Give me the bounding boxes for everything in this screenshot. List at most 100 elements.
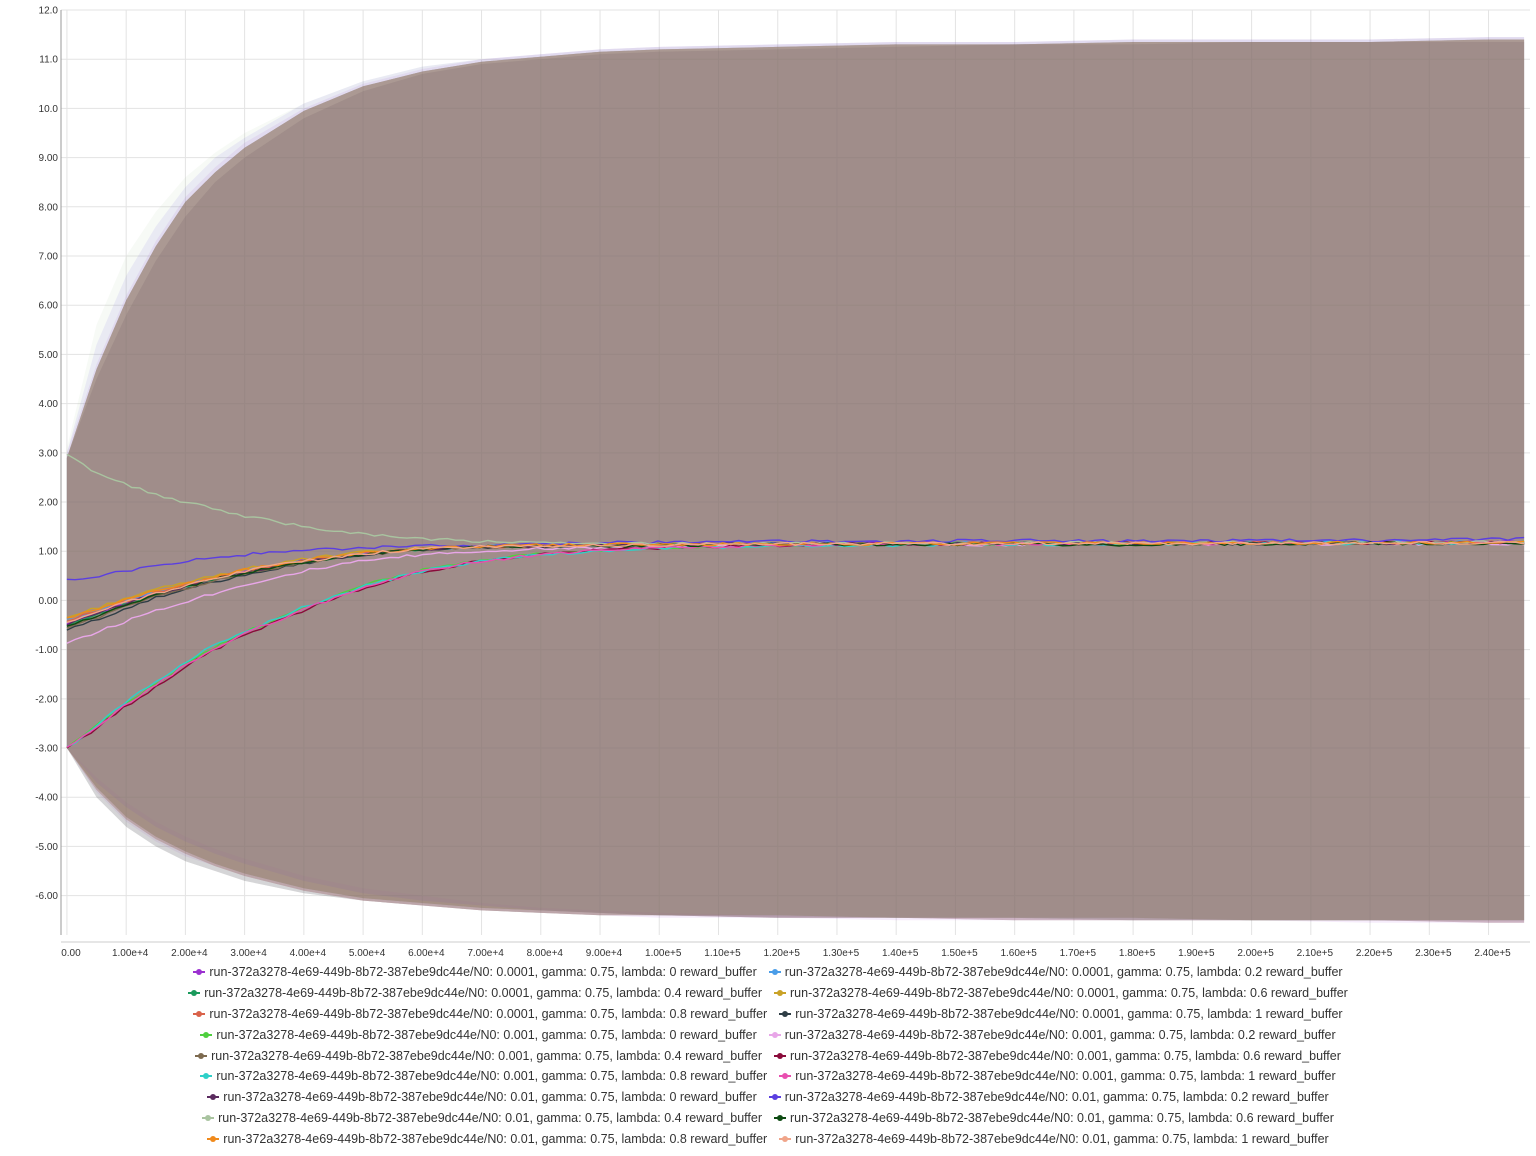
line-chart: 0.00 1.00e+4 2.00e+4 3.00e+4 4.00e+4 5.00e+4 6… — [35, 6, 1530, 959]
y-tick-label: 0.00 — [39, 596, 59, 607]
legend-item[interactable]: run-372a3278-4e69-449b-8b72-387ebe9dc44e… — [200, 1027, 757, 1042]
std-band-0 — [66, 37, 1525, 923]
legend-item[interactable]: run-372a3278-4e69-449b-8b72-387ebe9dc44e… — [768, 1027, 1336, 1042]
legend-label: run-372a3278-4e69-449b-8b72-387ebe9dc44e… — [216, 1027, 757, 1042]
series-line-17 — [66, 540, 1525, 623]
legend-swatch-icon — [200, 1030, 213, 1040]
legend-swatch-icon — [774, 1113, 786, 1123]
x-tick-label: 5.00e+4 — [349, 948, 386, 959]
legend-label: run-372a3278-4e69-449b-8b72-387ebe9dc44e… — [795, 1131, 1329, 1146]
x-tick-label: 0.00 — [61, 948, 81, 959]
std-band-10 — [66, 42, 1525, 921]
y-tick-label: -6.00 — [35, 891, 58, 902]
std-band-17 — [66, 39, 1525, 921]
legend-swatch-icon — [202, 1113, 215, 1123]
legend-row: run-372a3278-4e69-449b-8b72-387ebe9dc44e… — [0, 1024, 1536, 1045]
series-lines — [66, 453, 1525, 749]
legend-row: run-372a3278-4e69-449b-8b72-387ebe9dc44e… — [0, 1045, 1536, 1066]
legend-row: run-372a3278-4e69-449b-8b72-387ebe9dc44e… — [0, 962, 1536, 983]
x-tick-label: 2.00e+5 — [1237, 948, 1274, 959]
legend-item[interactable]: run-372a3278-4e69-449b-8b72-387ebe9dc44e… — [200, 1069, 767, 1083]
y-tick-label: 12.0 — [39, 6, 59, 17]
axes — [60, 10, 1530, 943]
x-tick-label: 1.50e+5 — [941, 948, 978, 959]
legend-swatch-icon — [768, 1092, 781, 1102]
legend-item[interactable]: run-372a3278-4e69-449b-8b72-387ebe9dc44e… — [768, 965, 1343, 980]
legend-label: run-372a3278-4e69-449b-8b72-387ebe9dc44e… — [209, 1006, 768, 1021]
y-tick-label: 4.00 — [39, 399, 59, 410]
y-tick-label: 6.00 — [39, 301, 59, 312]
legend-label: run-372a3278-4e69-449b-8b72-387ebe9dc44e… — [218, 1110, 762, 1125]
legend-row: run-372a3278-4e69-449b-8b72-387ebe9dc44e… — [0, 1087, 1536, 1108]
x-tick-label: 2.00e+4 — [171, 948, 208, 959]
x-tick-label: 2.40e+5 — [1474, 948, 1511, 959]
y-tick-label: -2.00 — [35, 694, 58, 705]
legend-item[interactable]: run-372a3278-4e69-449b-8b72-387ebe9dc44e… — [202, 1111, 762, 1125]
legend-swatch-icon — [774, 1051, 786, 1061]
x-tick-label: 1.90e+5 — [1178, 948, 1215, 959]
x-tick-label: 1.40e+5 — [882, 948, 919, 959]
y-tick-labels: 12.0 11.0 10.0 9.00 8.00 7.00 6.00 5.00 4.00 3.00… — [35, 6, 58, 903]
legend-item[interactable]: run-372a3278-4e69-449b-8b72-387ebe9dc44e… — [768, 1090, 1329, 1104]
y-tick-label: -3.00 — [35, 744, 58, 755]
std-band-5 — [66, 39, 1525, 921]
legend-item[interactable]: run-372a3278-4e69-449b-8b72-387ebe9dc44e… — [774, 1111, 1334, 1125]
std-band-2 — [66, 39, 1525, 923]
legend-label: run-372a3278-4e69-449b-8b72-387ebe9dc44e… — [223, 1090, 757, 1105]
legend-item[interactable]: run-372a3278-4e69-449b-8b72-387ebe9dc44e… — [779, 1007, 1343, 1021]
legend-item[interactable]: run-372a3278-4e69-449b-8b72-387ebe9dc44e… — [195, 1049, 762, 1063]
legend-label: run-372a3278-4e69-449b-8b72-387ebe9dc44e… — [211, 1048, 762, 1063]
legend-item[interactable]: run-372a3278-4e69-449b-8b72-387ebe9dc44e… — [193, 1007, 767, 1021]
legend-label: run-372a3278-4e69-449b-8b72-387ebe9dc44e… — [209, 965, 757, 980]
x-tick-label: 4.00e+4 — [290, 948, 327, 959]
legend-swatch-icon — [193, 967, 206, 977]
legend-row: run-372a3278-4e69-449b-8b72-387ebe9dc44e… — [0, 983, 1536, 1004]
std-band-1 — [66, 39, 1525, 921]
legend-swatch-icon — [768, 967, 781, 977]
legend-item[interactable]: run-372a3278-4e69-449b-8b72-387ebe9dc44e… — [193, 965, 757, 980]
legend-item[interactable]: run-372a3278-4e69-449b-8b72-387ebe9dc44e… — [188, 986, 762, 1000]
legend-swatch-icon — [779, 1134, 792, 1144]
y-tick-label: 2.00 — [39, 498, 59, 509]
x-tick-label: 9.00e+4 — [586, 948, 623, 959]
grid-lines — [61, 9, 1530, 935]
legend-label: run-372a3278-4e69-449b-8b72-387ebe9dc44e… — [784, 965, 1343, 980]
legend-item[interactable]: run-372a3278-4e69-449b-8b72-387ebe9dc44e… — [774, 986, 1348, 1000]
x-tick-label: 8.00e+4 — [527, 948, 564, 959]
legend-swatch-icon — [768, 1030, 781, 1040]
y-tick-label: 3.00 — [39, 448, 59, 459]
legend-label: run-372a3278-4e69-449b-8b72-387ebe9dc44e… — [790, 1048, 1341, 1063]
legend-item[interactable]: run-372a3278-4e69-449b-8b72-387ebe9dc44e… — [207, 1090, 757, 1105]
legend-item[interactable]: run-372a3278-4e69-449b-8b72-387ebe9dc44e… — [774, 1049, 1341, 1063]
legend-label: run-372a3278-4e69-449b-8b72-387ebe9dc44e… — [795, 1069, 1336, 1084]
legend-item[interactable]: run-372a3278-4e69-449b-8b72-387ebe9dc44e… — [779, 1131, 1329, 1146]
std-band-9 — [66, 42, 1525, 921]
legend-item[interactable]: run-372a3278-4e69-449b-8b72-387ebe9dc44e… — [779, 1069, 1336, 1084]
std-band-4 — [66, 39, 1525, 923]
legend-label: run-372a3278-4e69-449b-8b72-387ebe9dc44e… — [784, 1027, 1336, 1042]
y-tick-label: 9.00 — [39, 153, 59, 164]
std-band-11 — [66, 42, 1525, 921]
x-tick-label: 2.30e+5 — [1415, 948, 1452, 959]
legend-row: run-372a3278-4e69-449b-8b72-387ebe9dc44e… — [0, 1004, 1536, 1025]
y-tick-label: 10.0 — [39, 104, 59, 115]
legend-row: run-372a3278-4e69-449b-8b72-387ebe9dc44e… — [0, 1108, 1536, 1129]
y-tick-label: 1.00 — [39, 547, 59, 558]
std-band-12 — [66, 39, 1525, 923]
x-tick-label: 6.00e+4 — [408, 948, 445, 959]
legend-label: run-372a3278-4e69-449b-8b72-387ebe9dc44e… — [223, 1131, 768, 1146]
y-tick-label: -5.00 — [35, 842, 58, 853]
legend-label: run-372a3278-4e69-449b-8b72-387ebe9dc44e… — [790, 986, 1348, 1001]
x-tick-label: 1.10e+5 — [704, 948, 741, 959]
std-band-14 — [66, 37, 1525, 921]
x-tick-label: 3.00e+4 — [230, 948, 267, 959]
y-tick-label: 8.00 — [39, 202, 59, 213]
legend-row: run-372a3278-4e69-449b-8b72-387ebe9dc44e… — [0, 1066, 1536, 1087]
legend-item[interactable]: run-372a3278-4e69-449b-8b72-387ebe9dc44e… — [207, 1132, 767, 1146]
std-band-15 — [66, 39, 1525, 921]
legend-swatch-icon — [207, 1092, 220, 1102]
x-tick-label: 2.20e+5 — [1356, 948, 1393, 959]
legend-swatch-icon — [779, 1071, 792, 1081]
std-band-13 — [66, 37, 1525, 923]
legend-row: run-372a3278-4e69-449b-8b72-387ebe9dc44e… — [0, 1128, 1536, 1149]
